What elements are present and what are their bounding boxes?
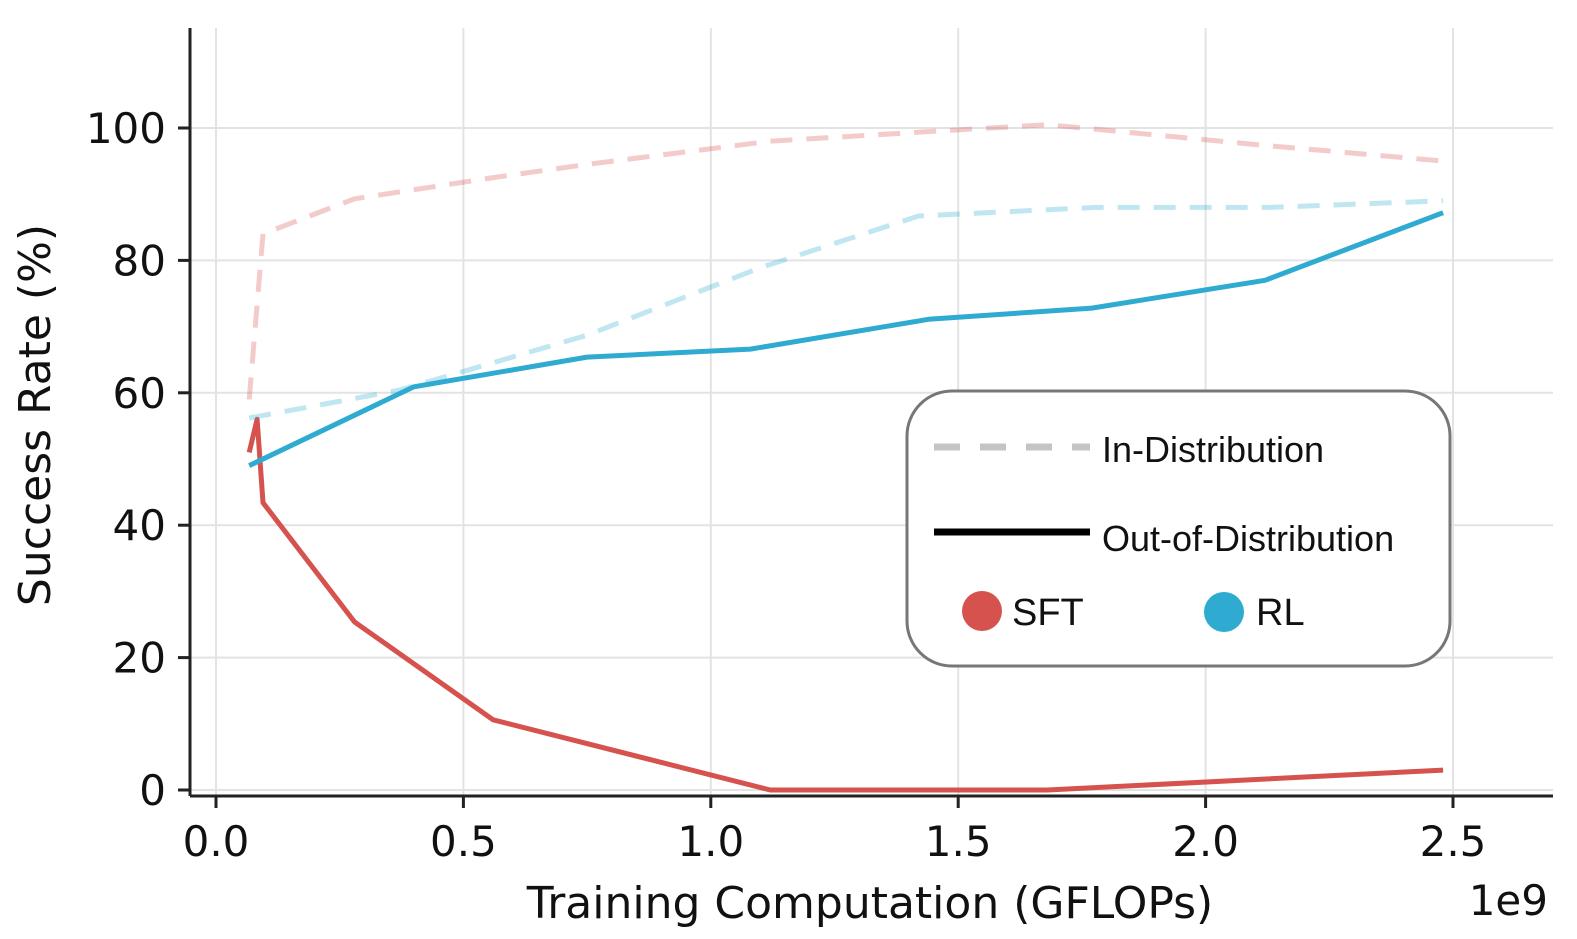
x-tick-label: 1.0 [677,817,744,866]
y-tick-label: 0 [139,766,166,815]
y-tick-label: 80 [113,236,166,285]
y-tick-label: 100 [86,104,166,153]
legend-box [905,389,1452,668]
y-axis-label: Success Rate (%) [10,224,61,606]
x-offset-label: 1e9 [1469,876,1548,925]
legend-sft: SFT [1012,592,1084,634]
x-tick-label: 0.5 [430,817,497,866]
rl-out-of-distribution-line [248,210,1444,468]
legend-sft-marker-icon [962,591,1002,631]
x-tick-label: 1.5 [925,817,992,866]
x-tick-label: 0.0 [183,817,250,866]
series-layer [246,122,1444,793]
y-tick-label: 40 [113,501,166,550]
y-tick-label: 20 [113,634,166,683]
sft-out-of-distribution-line [246,416,1444,793]
legend-in-distribution: In-Distribution [1102,429,1324,470]
legend-rl-marker-icon [1204,592,1244,632]
rl-in-distribution-line [248,198,1444,421]
legend: In-Distribution Out-of-Distribution SFT … [905,389,1452,668]
legend-rl: RL [1256,592,1305,634]
x-tick-label: 2.0 [1172,817,1239,866]
legend-out-of-distribution: Out-of-Distribution [1102,518,1394,559]
x-axis-label: Training Computation (GFLOPs) [526,878,1213,929]
sft-in-distribution-line [246,122,1444,400]
axes [188,28,1553,798]
x-tick-label: 2.5 [1420,817,1487,866]
y-tick-label: 60 [113,369,166,418]
ticks: 0.0 0.5 1.0 1.5 2.0 2.5 0 20 40 60 80 100 [86,104,1487,866]
